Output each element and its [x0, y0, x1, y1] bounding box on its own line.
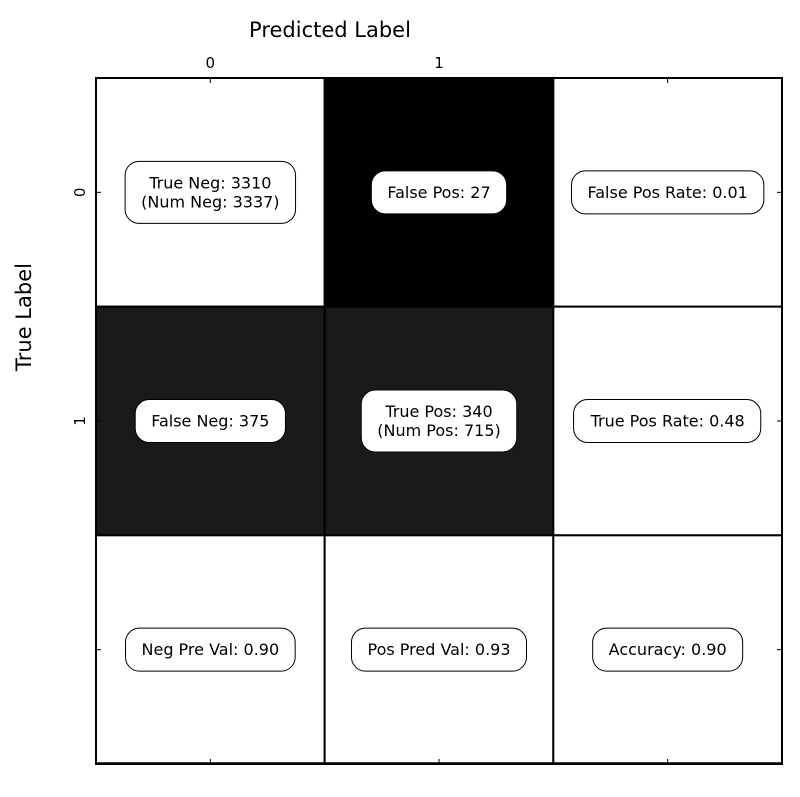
cell-label-line: False Neg: 375	[151, 412, 269, 431]
x-tick-label: 0	[206, 54, 216, 72]
cell-label-line: Neg Pre Val: 0.90	[142, 640, 280, 659]
y-tick-label: 1	[71, 416, 89, 426]
cell-label-group: Neg Pre Val: 0.90	[125, 627, 296, 672]
cell-label-line: (Num Neg: 3337)	[141, 192, 279, 211]
cell-label-box	[571, 170, 765, 215]
cell-label-box	[592, 627, 744, 672]
cell-label-line: (Num Pos: 715)	[377, 421, 500, 440]
cell-label-group: False Neg: 375	[134, 399, 286, 443]
cell-label-box	[125, 627, 296, 672]
cell-label-line: False Pos: 27	[387, 183, 490, 202]
cell-label-group: Pos Pred Val: 0.93	[350, 627, 528, 672]
cell-label-line: Accuracy: 0.90	[609, 640, 727, 659]
cell-label-group: False Pos Rate: 0.01	[571, 170, 765, 215]
cell-label-box	[134, 399, 286, 443]
y-tick-label: 0	[71, 188, 89, 198]
cell-label-box	[350, 627, 528, 672]
cell-label-box	[573, 399, 762, 443]
x-axis-title: Predicted Label	[249, 18, 411, 42]
cell-label-group: True Pos Rate: 0.48	[573, 399, 762, 443]
x-tick-label: 1	[434, 54, 444, 72]
cell-label-line: True Neg: 3310	[148, 173, 271, 192]
cell-label-group: False Pos: 27	[370, 170, 508, 215]
cell-label-line: False Pos Rate: 0.01	[588, 183, 748, 202]
cell-label-box	[124, 160, 297, 224]
cell-label-group: True Neg: 3310(Num Neg: 3337)	[124, 160, 297, 224]
cell-label-group: Accuracy: 0.90	[592, 627, 744, 672]
cell-label-line: True Pos: 340	[384, 402, 492, 421]
cell-label-box	[360, 389, 518, 453]
cell-label-line: Pos Pred Val: 0.93	[367, 640, 510, 659]
cell-label-box	[370, 170, 508, 215]
y-axis-title: True Label	[12, 263, 36, 372]
matrix-cell-labels: True Neg: 3310(Num Neg: 3337) False Pos: …	[124, 160, 765, 672]
plot-frame	[95, 77, 783, 764]
cell-label-group: True Pos: 340(Num Pos: 715)	[360, 389, 518, 453]
cell-label-line: True Pos Rate: 0.48	[590, 412, 745, 431]
